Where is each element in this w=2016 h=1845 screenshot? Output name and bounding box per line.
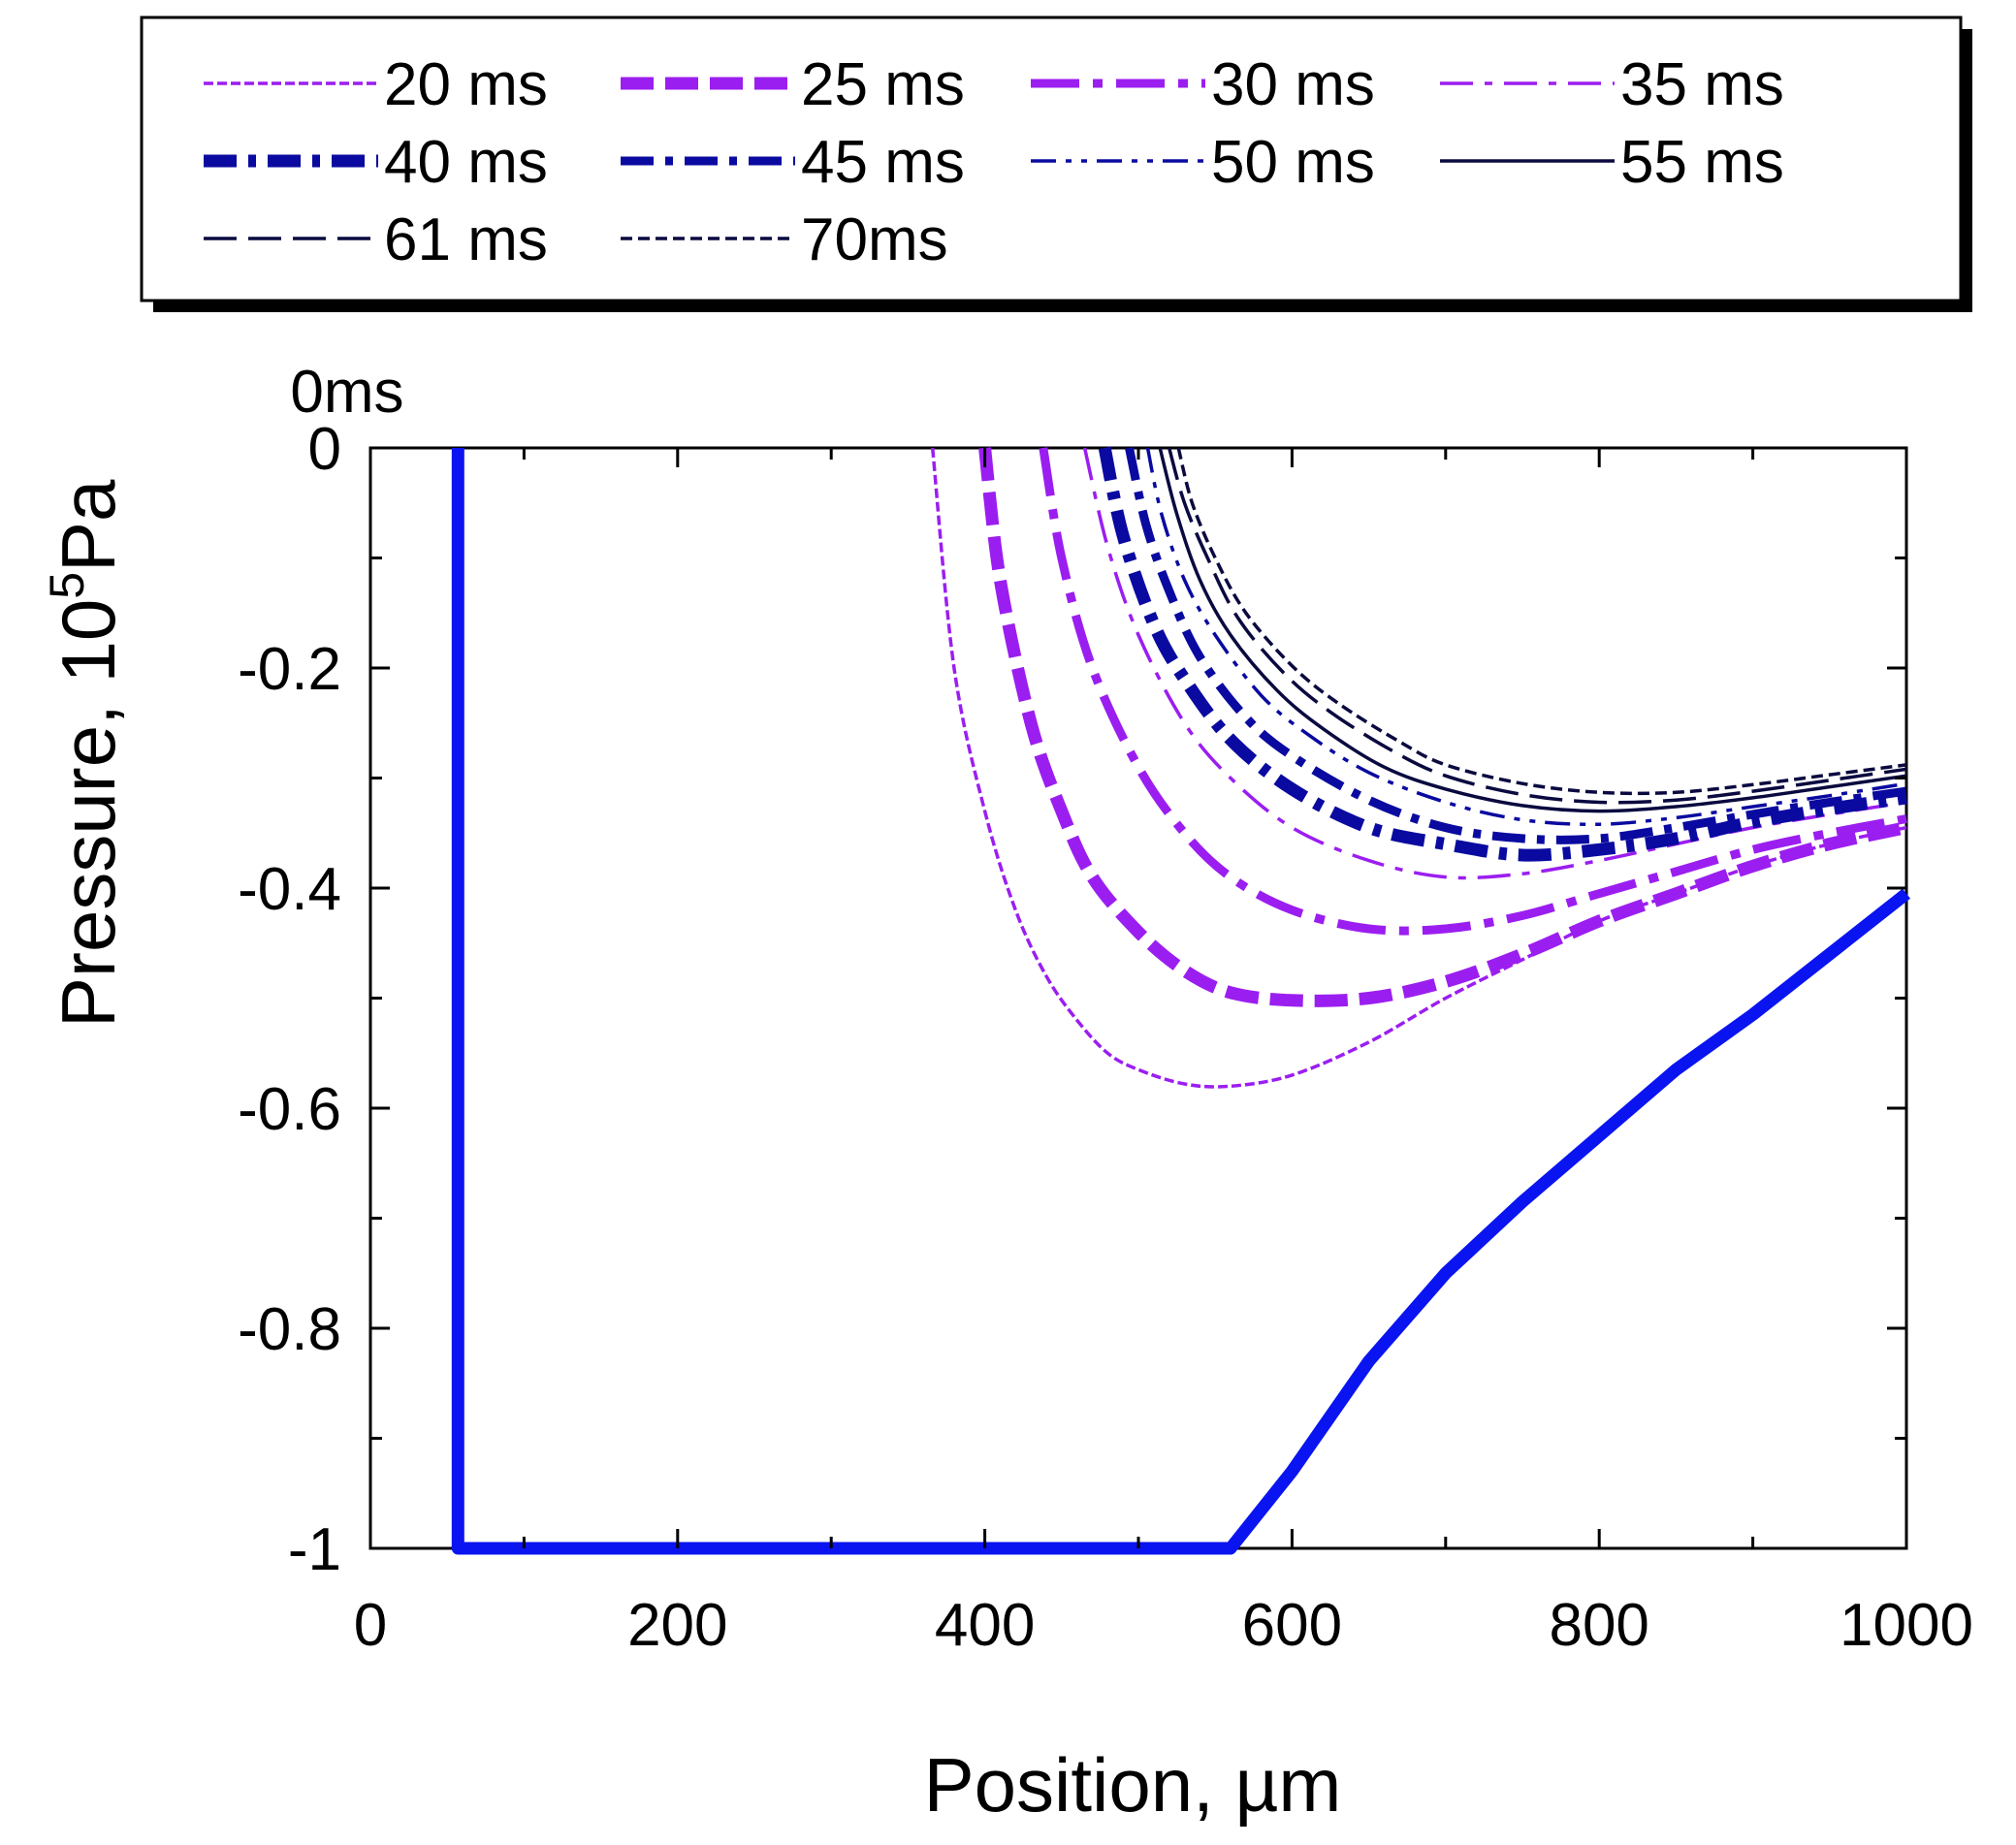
axes: 0 200 400 600 800 1000 0 -0.2 -0.4 -0.6 -0.8 -1 (238, 416, 1973, 1659)
legend-label-50ms: 50 ms (1211, 129, 1375, 196)
x-tick-label: 1000 (1840, 1592, 1973, 1659)
legend: 20 ms 25 ms 30 ms 35 ms 40 ms 45 ms 50 ms 55 ms… (140, 16, 1972, 312)
series-line-70ms (1176, 447, 1907, 796)
y-axis-label-main: Pressure, 10 (46, 599, 131, 1028)
legend-label-61ms: 61 ms (384, 207, 548, 273)
legend-box (140, 16, 1963, 302)
y-tick-label: -1 (288, 1516, 341, 1583)
x-axis-label: Position, µm (924, 1742, 1342, 1828)
x-tick-label: 200 (627, 1592, 727, 1659)
svg-text:Pressure, 105Pa: Pressure, 105Pa (40, 479, 131, 1028)
legend-label-30ms: 30 ms (1211, 51, 1375, 118)
plot-area (368, 446, 1908, 1550)
series-line-30ms (1039, 447, 1907, 936)
x-tick-label: 0 (354, 1592, 387, 1659)
series-line-61ms (1168, 447, 1907, 805)
series-line-45ms (1125, 447, 1907, 844)
series-line-50ms (1145, 447, 1907, 826)
legend-label-40ms: 40 ms (384, 129, 548, 196)
y-axis-label-tail: Pa (46, 479, 131, 572)
series-line-0ms (451, 448, 1911, 1555)
y-tick-label: -0.8 (238, 1296, 341, 1363)
legend-label-45ms: 45 ms (801, 129, 965, 196)
plot-frame (368, 446, 1908, 1550)
legend-label-20ms: 20 ms (384, 51, 548, 118)
y-axis-label: Pressure, 105Pa (40, 479, 131, 1028)
legend-label-55ms: 55 ms (1620, 129, 1784, 196)
x-tick-label: 400 (935, 1592, 1035, 1659)
legend-label-35ms: 35 ms (1620, 51, 1784, 118)
y-tick-label: -0.6 (238, 1076, 341, 1143)
legend-label-70ms: 70ms (801, 207, 948, 273)
y-axis-label-superscript: 5 (40, 572, 94, 599)
y-tick-label: 0 (308, 416, 341, 483)
x-tick-label: 800 (1549, 1592, 1648, 1659)
series-line-40ms (1098, 446, 1907, 862)
legend-label-25ms: 25 ms (801, 51, 965, 118)
series-line-55ms (1158, 447, 1907, 813)
y-tick-label: -0.2 (238, 636, 341, 703)
series-line-25ms (978, 447, 1908, 1007)
series-line-20ms (930, 447, 1907, 1089)
y-tick-label: -0.4 (238, 856, 341, 923)
x-tick-label: 600 (1242, 1592, 1342, 1659)
series-lines (451, 446, 1911, 1555)
annotation-0ms: 0ms (290, 359, 403, 426)
